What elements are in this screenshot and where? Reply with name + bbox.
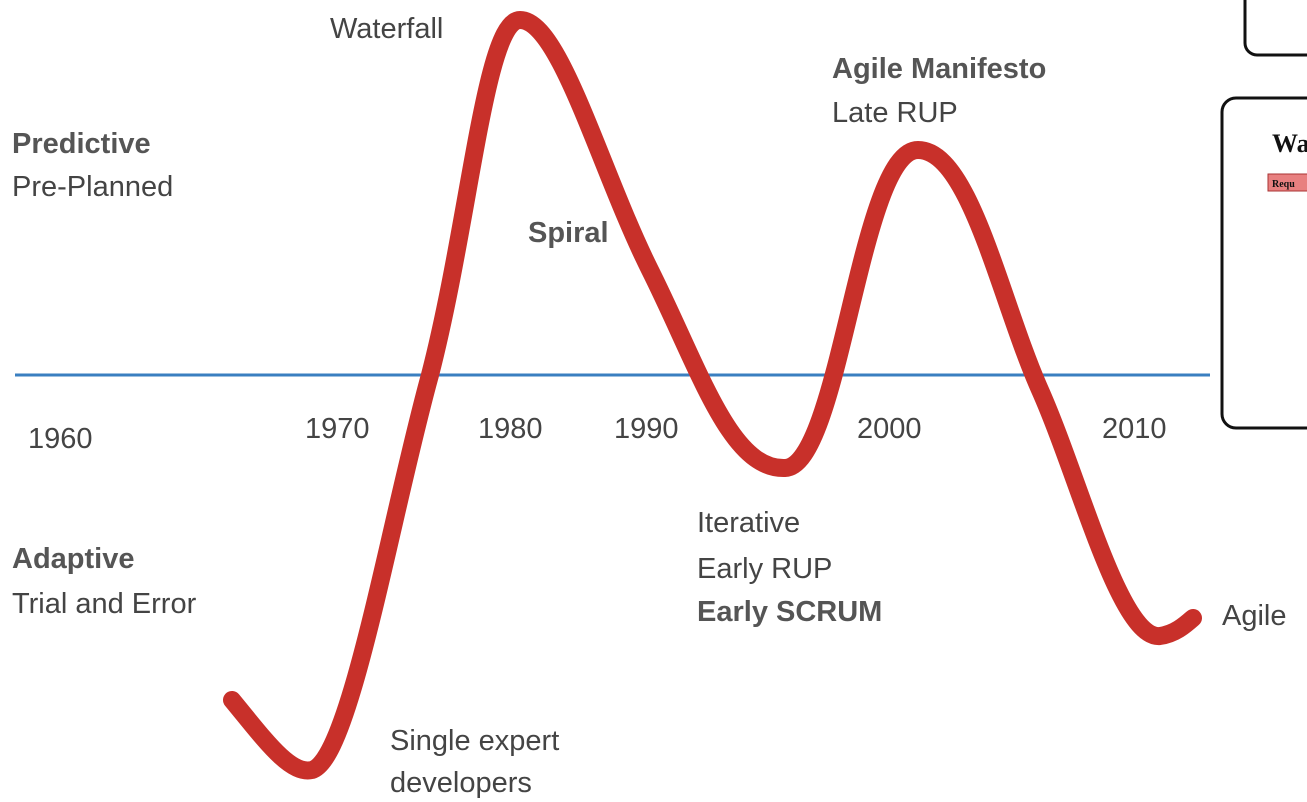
label: Single expert (390, 725, 559, 757)
label: Early RUP (697, 553, 832, 585)
label: developers (390, 767, 532, 799)
label: Waterfall (330, 13, 443, 45)
trend-curve (223, 10, 1202, 780)
label: Predictive (12, 128, 151, 160)
label: Early SCRUM (697, 596, 882, 628)
label: Iterative (697, 507, 800, 539)
label: Late RUP (832, 97, 958, 129)
label: Pre-Planned (12, 171, 173, 203)
label: Agile Manifesto (832, 53, 1046, 85)
panel-tag-box (1267, 173, 1307, 192)
label: Agile (1222, 600, 1287, 632)
decade-label: 1980 (478, 413, 543, 445)
label: Adaptive (12, 543, 134, 575)
decade-label: 2010 (1102, 413, 1167, 445)
panel-box (1243, 0, 1307, 57)
decade-label: 2000 (857, 413, 922, 445)
decade-label: 1990 (614, 413, 679, 445)
panel-title: Wa (1272, 129, 1307, 158)
decade-label: 1970 (305, 413, 370, 445)
label: Trial and Error (12, 588, 197, 620)
panel-tag: Requ (1272, 179, 1295, 190)
decade-label: 1960 (28, 423, 93, 455)
label: Spiral (528, 217, 609, 249)
